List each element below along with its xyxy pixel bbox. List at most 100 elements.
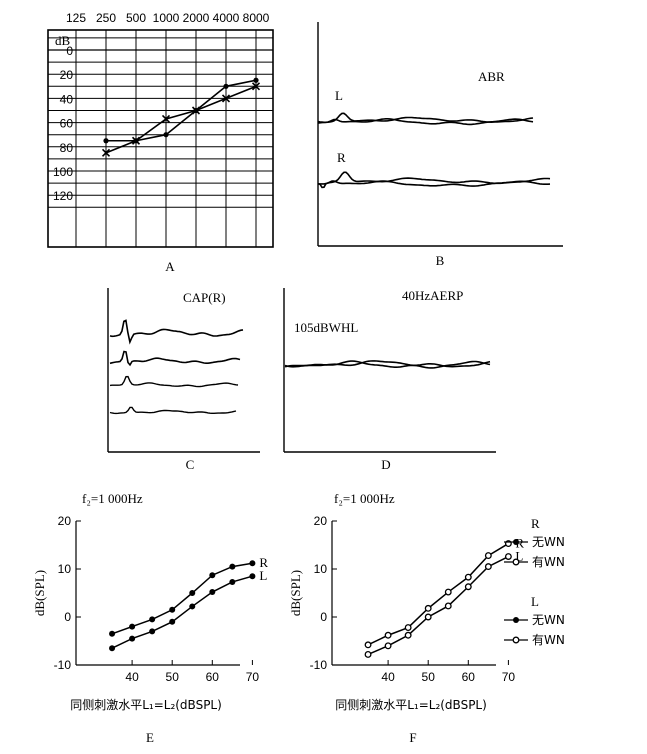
panel-e-y-label: dB(SPL) <box>32 570 47 616</box>
legend-group-title: L <box>531 594 539 609</box>
panel-a-y-unit-label: dB <box>55 33 71 48</box>
cross-stroke <box>161 114 171 124</box>
panel-a-label: A <box>165 259 175 274</box>
x-tick-label: 60 <box>462 670 476 684</box>
cross-stroke <box>101 148 111 157</box>
panel-f-x-label: 同侧刺激水平L₁=L₂(dBSPL) <box>335 698 487 712</box>
data-point <box>504 553 512 560</box>
data-point <box>229 563 236 570</box>
data-point <box>484 552 492 560</box>
panel-a-frame <box>47 29 274 248</box>
data-point <box>209 589 216 596</box>
x-tick-label: 50 <box>166 670 180 684</box>
data-point <box>163 132 169 138</box>
series-line <box>367 555 509 656</box>
data-point <box>169 618 176 625</box>
panel-c-label: C <box>186 457 195 472</box>
data-point <box>209 572 216 579</box>
x-tick-label: 70 <box>246 670 260 684</box>
panel-a-audiogram: dB 125 250 500 1000 2000 4000 8000 0 20 40 60 80 10… <box>47 11 274 274</box>
x-tick-label: 50 <box>422 670 436 684</box>
data-point <box>189 603 196 610</box>
x-tick-label: 125 <box>66 11 86 25</box>
legend-marker <box>512 636 520 644</box>
cap-trace-1 <box>109 319 244 345</box>
data-point <box>169 606 176 613</box>
panel-b-label: B <box>436 253 445 268</box>
cap-trace-3 <box>109 375 239 388</box>
data-point <box>229 578 236 585</box>
data-point <box>131 136 141 145</box>
panel-e-ticks: 40 50 60 70 -10 0 10 20 <box>54 514 260 684</box>
y-tick-label: 120 <box>53 189 73 203</box>
y-tick-label: 0 <box>66 44 73 58</box>
panel-a-y-tick-labels: 0 20 40 60 80 100 120 <box>53 44 73 203</box>
panel-a-x-tick-labels: 125 250 500 1000 2000 4000 8000 <box>66 11 270 25</box>
series-line <box>367 542 509 646</box>
panel-f-title: f₂=1 000Hz <box>334 491 395 506</box>
data-point <box>444 588 452 596</box>
data-point <box>364 641 372 649</box>
data-point <box>253 77 259 83</box>
panel-b-title: ABR <box>478 69 505 84</box>
data-point <box>109 645 116 652</box>
panel-d-annotation: 105dBWHL <box>294 320 358 335</box>
y-tick-label: 20 <box>314 514 328 528</box>
y-tick-label: 60 <box>60 117 74 131</box>
x-tick-label: 40 <box>125 670 139 684</box>
panel-d-label: D <box>381 457 390 472</box>
data-point <box>249 560 256 567</box>
y-tick-label: 10 <box>314 562 328 576</box>
x-tick-label: 500 <box>126 11 146 25</box>
data-point <box>109 630 116 637</box>
legend-marker <box>512 558 520 566</box>
cap-trace-4 <box>109 406 237 415</box>
data-point <box>424 613 432 621</box>
x-tick-label: 40 <box>381 670 395 684</box>
legend-label: 有WN <box>532 633 565 647</box>
legend-group-title: R <box>531 516 540 531</box>
aerp-trace-1 <box>284 360 491 368</box>
data-point <box>384 631 392 639</box>
panel-e-chart: f₂=1 000Hz 40 50 60 70 -10 0 10 20 dB(SPL) 同侧刺激… <box>32 491 268 745</box>
data-point <box>384 642 392 650</box>
legend-label: 有WN <box>532 555 565 569</box>
panel-e-label: E <box>146 730 154 745</box>
panel-f-chart: f₂=1 000Hz 40 50 60 70 -10 0 10 20 dB(SPL) 同侧刺激… <box>288 491 565 745</box>
x-tick-label: 2000 <box>183 11 210 25</box>
y-tick-label: -10 <box>310 658 328 672</box>
abr-trace-r-2 <box>318 180 551 187</box>
series-end-label: L <box>259 568 267 583</box>
panel-e-series: RL <box>109 555 268 652</box>
aerp-trace-2 <box>284 360 491 369</box>
y-tick-label: 0 <box>320 610 327 624</box>
x-tick-label: 8000 <box>243 11 270 25</box>
panel-d-aerp: 40HzAERP 105dBWHL D <box>283 288 496 472</box>
data-point <box>129 635 136 642</box>
data-point <box>223 83 229 89</box>
panel-f-label: F <box>409 730 416 745</box>
x-tick-label: 4000 <box>213 11 240 25</box>
panel-a-series <box>101 77 261 157</box>
panel-e-title: f₂=1 000Hz <box>82 491 143 506</box>
data-point <box>464 573 472 581</box>
data-point <box>161 114 171 124</box>
series-line <box>105 85 257 154</box>
series-end-label: R <box>515 536 524 551</box>
legend-marker <box>513 539 519 545</box>
series-line <box>111 575 253 649</box>
panel-b-trace-label-r: R <box>337 150 346 165</box>
panel-d-title: 40HzAERP <box>402 288 463 303</box>
series-end-label: L <box>515 549 523 564</box>
legend-label: 无WN <box>532 535 565 549</box>
data-point <box>444 602 452 610</box>
panel-a-grid <box>48 30 273 247</box>
abr-trace-l-2 <box>317 118 534 126</box>
series-line <box>106 79 257 142</box>
panel-c-cap: CAP(R) C <box>107 288 260 472</box>
data-point <box>189 590 196 596</box>
cross-stroke <box>191 106 201 115</box>
data-point <box>149 628 156 635</box>
data-point <box>101 148 111 157</box>
